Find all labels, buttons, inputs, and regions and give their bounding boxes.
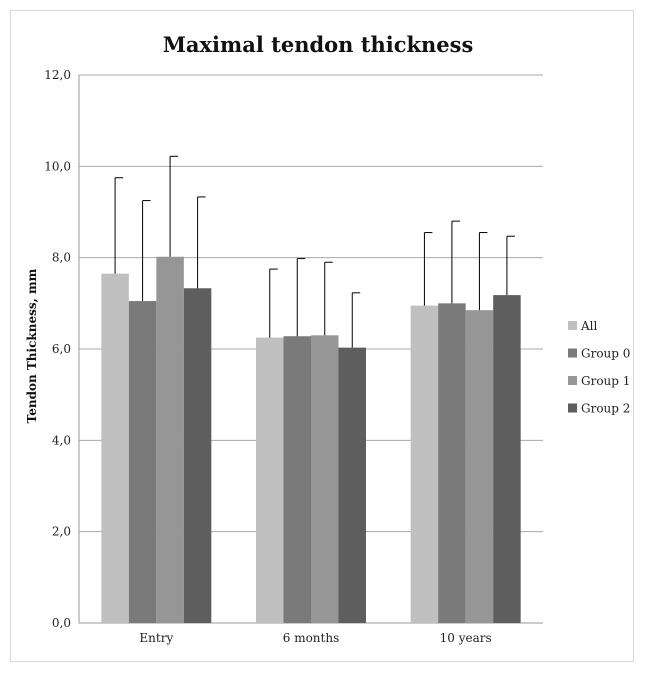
bar <box>128 301 157 623</box>
y-tick-label: 12,0 <box>44 68 71 82</box>
bar <box>311 335 339 623</box>
y-tick-label: 10,0 <box>44 159 71 173</box>
legend-swatch <box>568 403 577 413</box>
bar <box>283 336 311 623</box>
x-axis-ticks: Entry 6 months 10 years <box>139 631 491 645</box>
legend-label: Group 2 <box>581 402 630 416</box>
bar <box>101 273 129 623</box>
bars <box>101 256 521 623</box>
bar <box>493 295 521 623</box>
legend: All Group 0 Group 1 Group 2 <box>568 319 630 416</box>
y-tick-label: 2,0 <box>52 525 71 539</box>
y-tick-label: 8,0 <box>52 251 71 265</box>
x-tick-label: 10 years <box>440 631 492 645</box>
chart-title: Maximal tendon thickness <box>163 32 474 57</box>
legend-label: Group 0 <box>581 347 630 361</box>
bar <box>410 305 439 623</box>
legend-swatch <box>568 321 577 330</box>
y-tick-label: 6,0 <box>52 342 71 356</box>
y-tick-label: 0,0 <box>52 616 71 630</box>
error-bars <box>114 155 515 348</box>
y-axis-ticks: 0,0 2,0 4,0 6,0 8,0 10,0 12,0 <box>44 68 71 630</box>
bar <box>156 256 184 623</box>
bar <box>465 310 494 623</box>
legend-swatch <box>568 348 577 358</box>
y-axis-label: Tendon Thickness, mm <box>25 268 39 423</box>
bar <box>183 288 212 623</box>
bar <box>438 303 466 623</box>
x-tick-label: Entry <box>139 631 173 645</box>
bar <box>338 347 366 623</box>
legend-swatch <box>568 376 577 385</box>
y-tick-label: 4,0 <box>52 433 71 447</box>
bar <box>256 337 284 623</box>
x-tick-label: 6 months <box>283 631 340 645</box>
legend-label: All <box>580 319 598 333</box>
legend-label: Group 1 <box>581 374 630 388</box>
